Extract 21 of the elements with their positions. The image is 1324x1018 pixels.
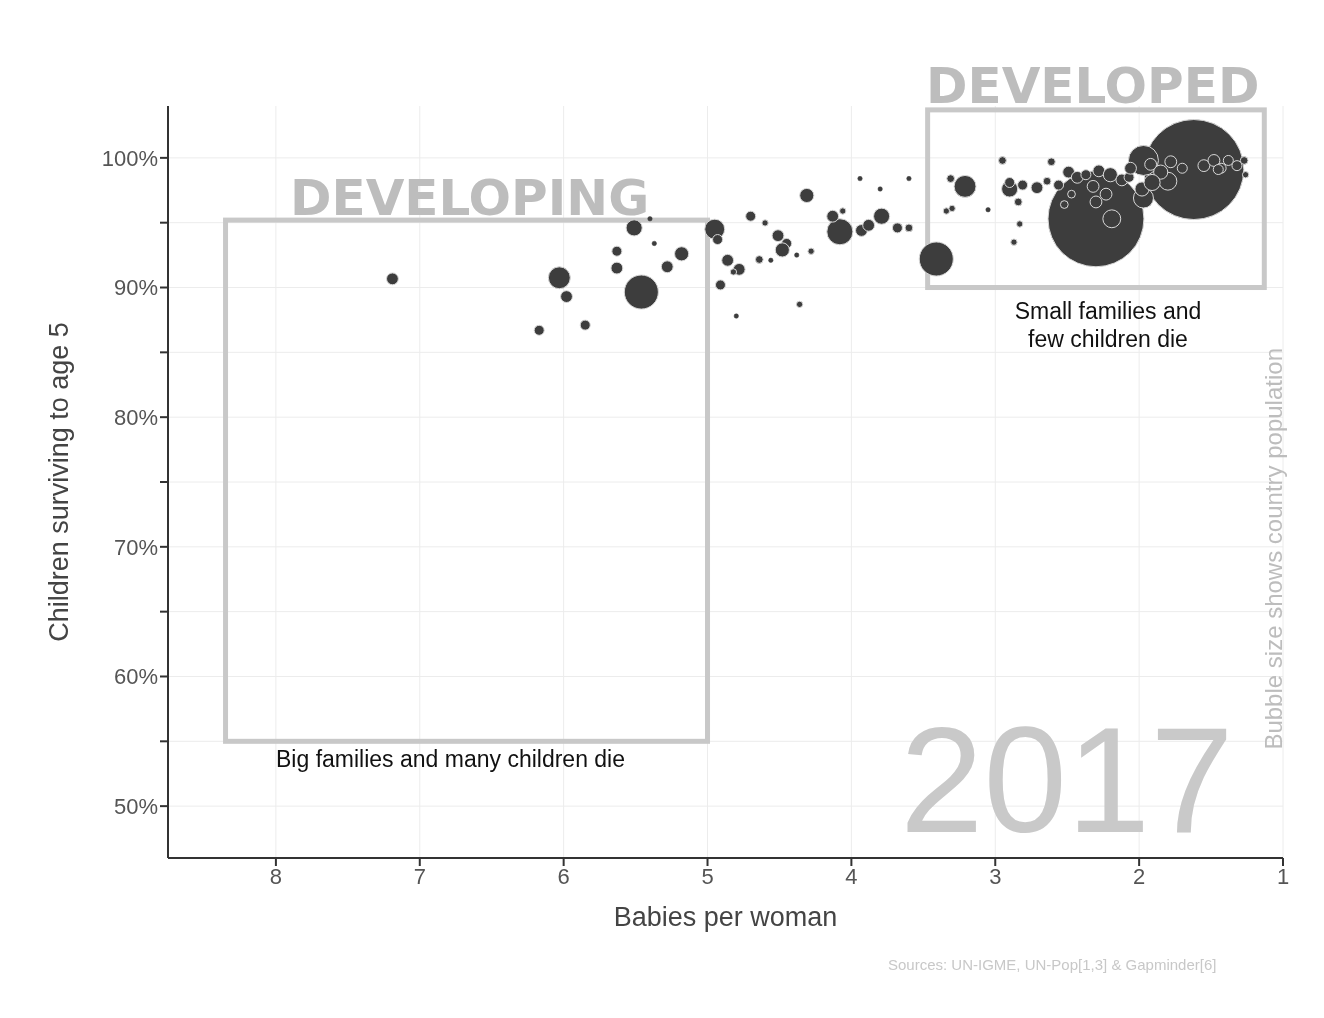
annotation: DEVELOPING [290, 168, 650, 228]
x-tick-label: 8 [269, 863, 283, 889]
y-tick-label: 100% [101, 145, 158, 171]
y-axis-title: Children surviving to age 5 [43, 322, 74, 642]
annotation: Small families and few children die [1013, 298, 1203, 354]
y-tick-label: 60% [113, 664, 158, 690]
x-tick-label: 1 [1276, 863, 1290, 889]
x-tick-label: 3 [989, 863, 1002, 889]
annotation: Bubble size shows country population [1260, 348, 1288, 750]
x-tick-label: 5 [701, 863, 714, 889]
annotation: Big families and many children die [276, 746, 626, 774]
y-tick-label: 90% [113, 275, 158, 301]
y-tick-label: 70% [113, 534, 158, 560]
x-axis-title: Babies per woman [613, 902, 838, 932]
x-tick-label: 4 [845, 863, 858, 889]
x-tick-label: 7 [413, 863, 426, 889]
y-tick-label: 50% [113, 793, 158, 819]
x-tick-label: 6 [557, 863, 570, 889]
x-tick-label: 2 [1133, 863, 1146, 889]
annotation: DEVELOPED [926, 56, 1260, 116]
y-tick-label: 80% [113, 404, 158, 430]
